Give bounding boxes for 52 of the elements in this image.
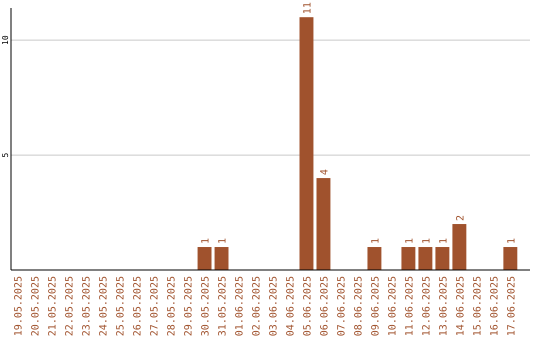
x-tick-label: 24.05.2025 (98, 276, 110, 336)
x-tick-label: 04.06.2025 (285, 276, 296, 336)
x-tick-label: 30.05.2025 (200, 276, 212, 336)
x-tick-label: 21.05.2025 (48, 276, 59, 336)
y-tick-label: 5 (1, 152, 10, 158)
bar (452, 224, 466, 270)
x-tick-label: 27.05.2025 (150, 276, 161, 336)
x-tick-label: 26.05.2025 (132, 276, 144, 336)
x-tick-label: 25.05.2025 (116, 276, 127, 336)
data-label: 1 (506, 238, 518, 244)
x-tick-label: 10.06.2025 (387, 276, 398, 336)
x-tick-label: 05.06.2025 (302, 276, 314, 336)
x-tick-label: 31.05.2025 (218, 276, 229, 336)
x-tick-label: 15.06.2025 (472, 276, 484, 336)
x-tick-label: 19.05.2025 (14, 276, 25, 336)
data-label: 11 (302, 2, 314, 14)
data-label: 1 (370, 238, 382, 244)
x-tick-label: 17.06.2025 (506, 276, 518, 336)
bar (367, 247, 382, 270)
bar (418, 247, 432, 270)
x-tick-label: 22.05.2025 (64, 276, 76, 336)
bar (316, 178, 330, 270)
bar (300, 17, 314, 270)
bar (503, 247, 518, 270)
x-tick-label: 08.06.2025 (353, 276, 364, 336)
data-label: 4 (319, 169, 330, 176)
x-tick-label: 03.06.2025 (268, 276, 280, 336)
data-label: 1 (200, 238, 212, 244)
data-label: 1 (404, 238, 416, 244)
bar (198, 247, 212, 270)
data-label: 2 (455, 215, 466, 222)
data-label: 1 (438, 238, 450, 244)
y-tick-label: 10 (1, 35, 10, 45)
bar (214, 247, 228, 270)
x-tick-label: 09.06.2025 (370, 276, 382, 336)
x-tick-label: 16.06.2025 (489, 276, 500, 336)
x-tick-label: 06.06.2025 (319, 276, 330, 336)
x-tick-label: 29.05.2025 (184, 276, 195, 336)
bar (401, 247, 416, 270)
x-tick-label: 20.05.2025 (30, 276, 42, 336)
data-label: 1 (218, 238, 229, 244)
x-tick-label: 02.06.2025 (252, 276, 263, 336)
x-tick-label: 28.05.2025 (166, 276, 178, 336)
x-tick-label: 07.06.2025 (336, 276, 348, 336)
bar (435, 247, 450, 270)
x-tick-label: 01.06.2025 (234, 276, 246, 336)
x-tick-label: 11.06.2025 (404, 276, 416, 336)
x-tick-label: 23.05.2025 (82, 276, 93, 336)
x-tick-label: 14.06.2025 (455, 276, 466, 336)
x-tick-label: 13.06.2025 (438, 276, 450, 336)
data-label: 1 (421, 238, 432, 244)
x-tick-label: 12.06.2025 (421, 276, 432, 336)
